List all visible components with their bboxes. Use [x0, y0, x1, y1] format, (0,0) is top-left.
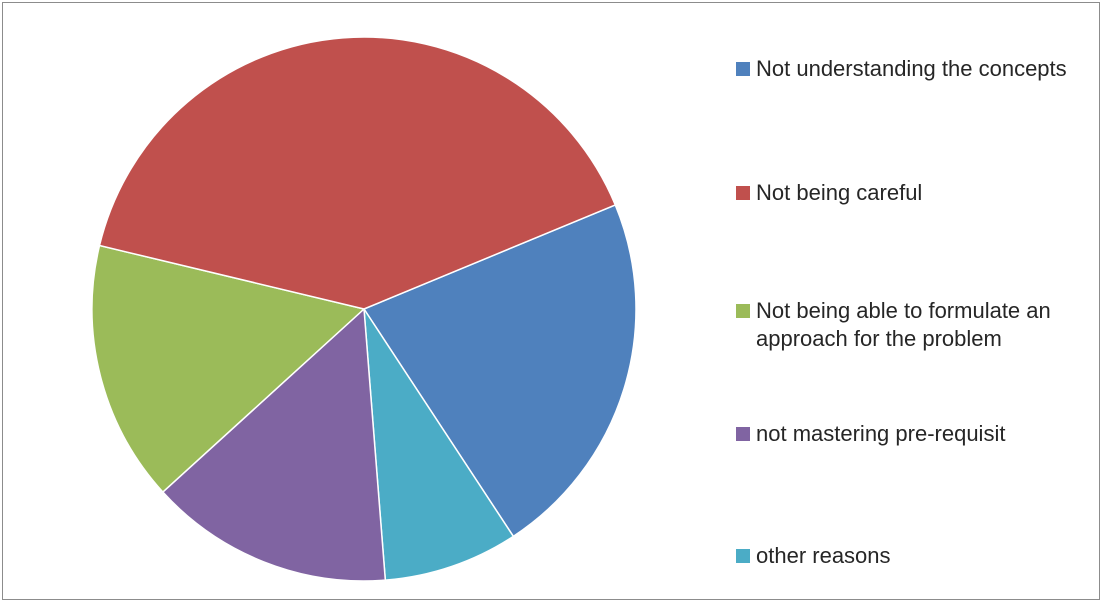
pie-slice-1 — [363, 308, 515, 581]
legend-swatch — [736, 186, 750, 200]
legend-item-not-understanding: Not understanding the concepts — [736, 55, 1096, 83]
legend-label: other reasons — [756, 543, 891, 568]
legend-item-not-careful: Not being careful — [736, 179, 1096, 207]
legend-swatch — [736, 62, 750, 76]
legend-item-formulate-approach: Not being able to formulate an approach … — [736, 297, 1096, 353]
legend-swatch — [736, 549, 750, 563]
legend-item-other-reasons: other reasons — [736, 542, 1096, 570]
legend-item-prerequisite: not mastering pre-requisit — [736, 420, 1096, 448]
pie-slice-0 — [362, 203, 637, 538]
legend-label: Not being careful — [756, 180, 923, 205]
pie-slice-3 — [91, 244, 366, 494]
pie-slice-2 — [161, 307, 387, 582]
legend-label: Not being able to formulate an approach … — [756, 298, 1051, 351]
pie-slice-4 — [98, 36, 617, 310]
legend-label: Not understanding the concepts — [756, 56, 1067, 81]
legend-swatch — [736, 304, 750, 318]
pie-chart — [91, 36, 637, 582]
legend-swatch — [736, 427, 750, 441]
legend-label: not mastering pre-requisit — [756, 421, 1006, 446]
